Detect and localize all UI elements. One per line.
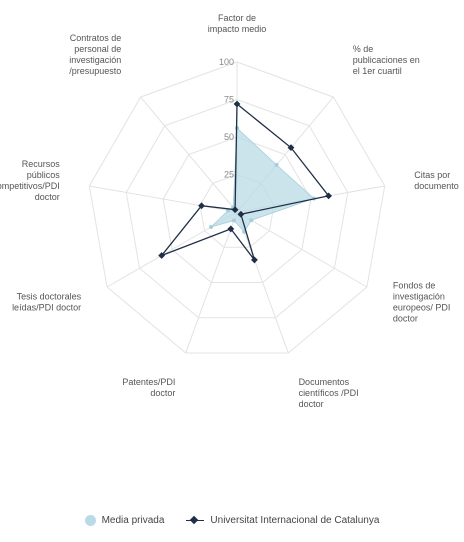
- series-area-0: [211, 128, 314, 232]
- axis-label: Citas por documento: [414, 170, 459, 191]
- grid-spoke: [237, 212, 367, 287]
- legend-label: Universitat Internacional de Catalunya: [210, 515, 379, 526]
- legend-item-media-privada[interactable]: Media privada: [85, 515, 165, 526]
- tick-label: 25: [224, 170, 234, 180]
- axis-label: Patentes/PDI doctor: [122, 377, 175, 398]
- axis-label: Contratos de personal de investigación/pre…: [69, 33, 121, 76]
- tick-label: 50: [224, 132, 234, 142]
- legend-swatch-area: [85, 515, 96, 526]
- data-point: [232, 218, 236, 222]
- axis-label: Tesis doctorales leídas/PDI doctor: [12, 292, 82, 313]
- tick-label: 75: [224, 95, 234, 105]
- grid-spoke: [141, 97, 237, 212]
- legend-label: Media privada: [102, 515, 165, 526]
- data-point: [209, 225, 213, 229]
- axis-label: % de publicaciones en el 1er cuartil: [353, 44, 420, 76]
- legend-item-uic[interactable]: Universitat Internacional de Catalunya: [186, 515, 379, 526]
- data-point: [275, 163, 279, 167]
- axis-label: Fondos de investigación europeos/ PDI docto…: [393, 281, 451, 324]
- data-point: [249, 218, 253, 222]
- tick-label: 100: [219, 57, 234, 67]
- legend-swatch-line: [186, 516, 204, 526]
- axis-label: Documentos científicos /PDI doctor: [299, 377, 359, 409]
- grid-spoke: [89, 186, 237, 212]
- axis-label: Factor de impacto medio: [208, 13, 267, 34]
- legend: Media privada Universitat Internacional …: [0, 515, 464, 526]
